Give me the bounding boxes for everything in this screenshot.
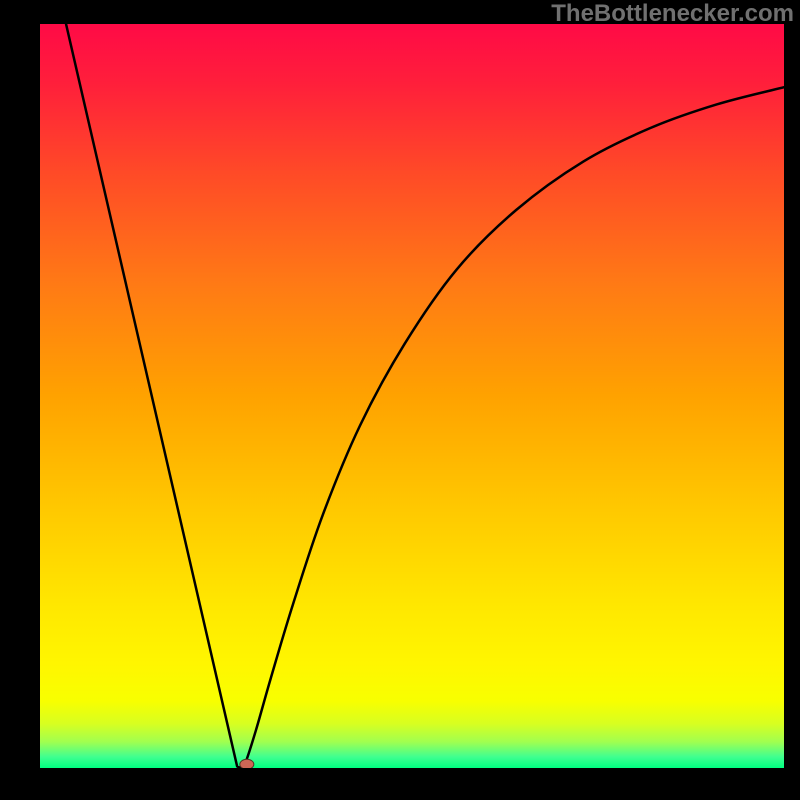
chart-root: TheBottlenecker.com xyxy=(0,0,800,800)
curve-layer xyxy=(40,24,784,768)
bottleneck-curve xyxy=(66,24,784,768)
plot-area xyxy=(40,24,784,768)
minimum-marker xyxy=(240,759,254,768)
watermark-text: TheBottlenecker.com xyxy=(551,0,794,28)
